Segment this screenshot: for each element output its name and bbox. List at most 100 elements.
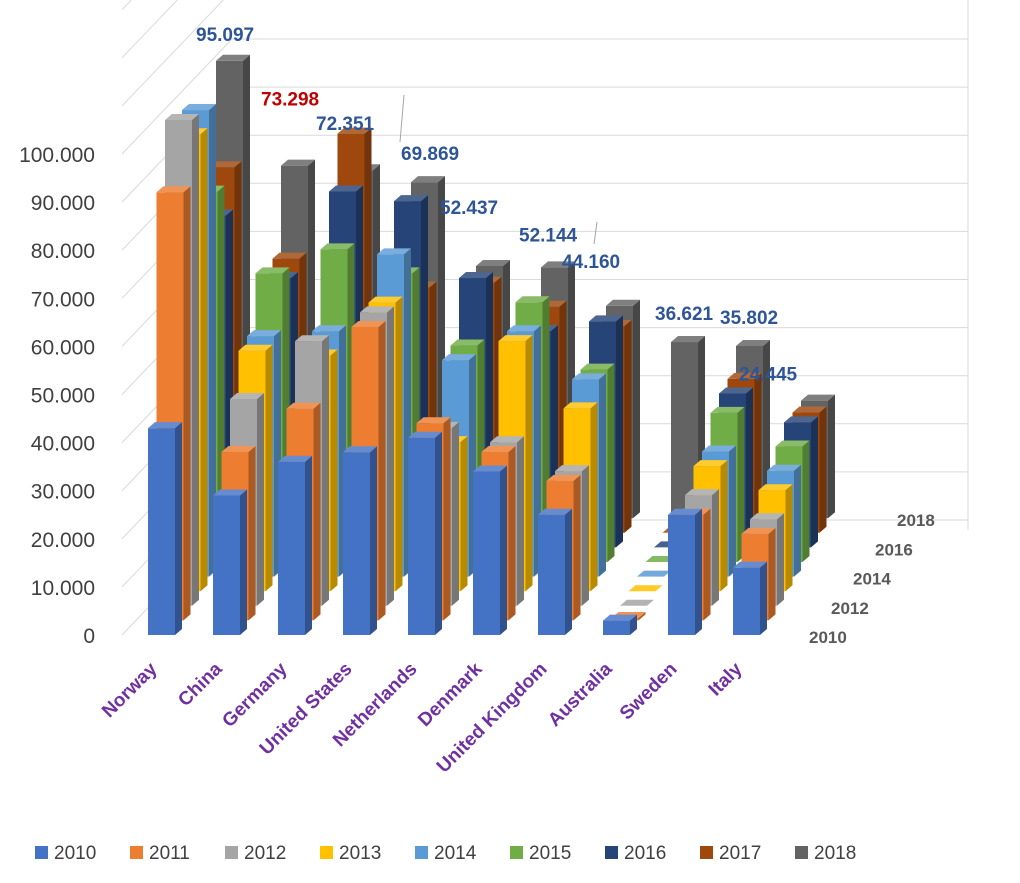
y-tick-label: 40.000 xyxy=(31,433,95,456)
bar-top xyxy=(481,446,516,453)
bar-top xyxy=(750,513,784,520)
legend-swatch xyxy=(415,846,428,859)
bar-norway-2010 xyxy=(148,422,182,635)
bar-side xyxy=(395,296,403,592)
bars-layer xyxy=(148,54,835,635)
data-label-2018: 72.351 xyxy=(316,114,375,135)
bar-top xyxy=(620,599,654,606)
bar-top xyxy=(580,363,615,370)
bar-side xyxy=(737,406,745,562)
bar-side xyxy=(517,436,524,606)
bar-side xyxy=(819,406,827,533)
bar-front xyxy=(668,514,695,635)
category-label: Sweden xyxy=(616,659,682,725)
bar-side xyxy=(802,440,810,562)
bar-top xyxy=(221,446,256,453)
bar-top xyxy=(476,259,510,266)
bar-top xyxy=(394,195,428,202)
side-gridline xyxy=(121,0,224,107)
bar-side xyxy=(378,320,386,621)
bar-side xyxy=(508,446,516,621)
bar-top xyxy=(603,614,637,621)
bar-side xyxy=(794,464,801,577)
bar-top xyxy=(272,252,307,259)
legend-entry: 2012 xyxy=(244,843,286,864)
y-tick-label: 60.000 xyxy=(31,336,95,359)
bar-top xyxy=(685,489,719,496)
bar-side xyxy=(265,344,273,592)
data-label-2018: 52.437 xyxy=(440,198,498,219)
bar-side xyxy=(248,446,256,621)
bar-side xyxy=(257,392,264,606)
bar-front xyxy=(473,471,500,635)
bar-side xyxy=(565,508,572,635)
bar-side xyxy=(183,186,191,621)
bar-top xyxy=(758,484,793,491)
bar-top xyxy=(442,354,476,361)
legend-swatch xyxy=(700,846,713,859)
data-label-2018: 95.097 xyxy=(196,25,254,46)
y-tick-label: 70.000 xyxy=(31,288,95,311)
bar-top xyxy=(182,104,216,111)
bar-side xyxy=(370,446,377,635)
bar-side xyxy=(768,527,776,621)
legend-entry: 2017 xyxy=(719,843,761,864)
bar-side xyxy=(695,508,702,635)
bar-front xyxy=(408,437,435,635)
bar-top xyxy=(546,474,581,481)
bar-top xyxy=(563,402,598,409)
bar-front xyxy=(733,567,760,635)
data-label-2018: 44.160 xyxy=(562,252,620,273)
bar-top xyxy=(148,422,182,429)
y-tick-label: 30.000 xyxy=(31,481,95,504)
bar-front xyxy=(148,428,175,635)
data-label-2018: 69.869 xyxy=(401,144,459,165)
category-label: United Kingdom xyxy=(433,659,552,778)
legend-entry: 2014 xyxy=(434,843,477,864)
bar-top xyxy=(693,460,728,467)
y-tick-label: 10.000 xyxy=(31,577,95,600)
legend-swatch xyxy=(795,846,808,859)
legend-entry: 2013 xyxy=(339,843,381,864)
legend-entry: 2010 xyxy=(54,843,96,864)
bar-top xyxy=(165,113,199,120)
bar-top xyxy=(775,440,810,447)
bar-side xyxy=(811,416,818,548)
bar-side xyxy=(616,315,623,548)
bar-top xyxy=(238,344,273,351)
depth-tick-label: 2018 xyxy=(897,511,935,530)
bar-top xyxy=(710,406,745,413)
side-gridline xyxy=(121,0,178,59)
bar-side xyxy=(712,489,719,606)
depth-tick-label: 2014 xyxy=(853,570,891,589)
bar-side xyxy=(240,489,247,635)
bar-china-2010 xyxy=(213,489,247,635)
bar-top xyxy=(498,335,533,342)
bar-top xyxy=(572,373,606,380)
legend-entry: 2011 xyxy=(149,843,190,864)
data-label-2018: 73.298 xyxy=(261,90,319,111)
depth-tick-label: 2012 xyxy=(831,599,869,618)
category-label: Norway xyxy=(98,658,162,722)
bar-top xyxy=(637,570,671,577)
bar-italy-2010 xyxy=(733,561,767,635)
bar-top xyxy=(450,339,485,346)
legend-entry: 2015 xyxy=(529,843,571,864)
bar-top xyxy=(538,508,572,515)
bar-top xyxy=(156,186,191,193)
bar-australia-2012 xyxy=(620,599,654,606)
bar-front xyxy=(538,514,565,635)
bar-top xyxy=(473,465,507,472)
bar-top xyxy=(377,248,411,255)
depth-axis: 2010 2012 2014 2016 2018 xyxy=(809,511,935,647)
bar-top xyxy=(360,306,394,313)
bar-top xyxy=(230,392,264,399)
bar-side xyxy=(209,104,216,577)
bar-top xyxy=(255,267,290,274)
bar-side xyxy=(192,113,199,606)
bar-side xyxy=(785,484,793,592)
bar-top xyxy=(343,446,377,453)
bar-side xyxy=(720,460,728,592)
